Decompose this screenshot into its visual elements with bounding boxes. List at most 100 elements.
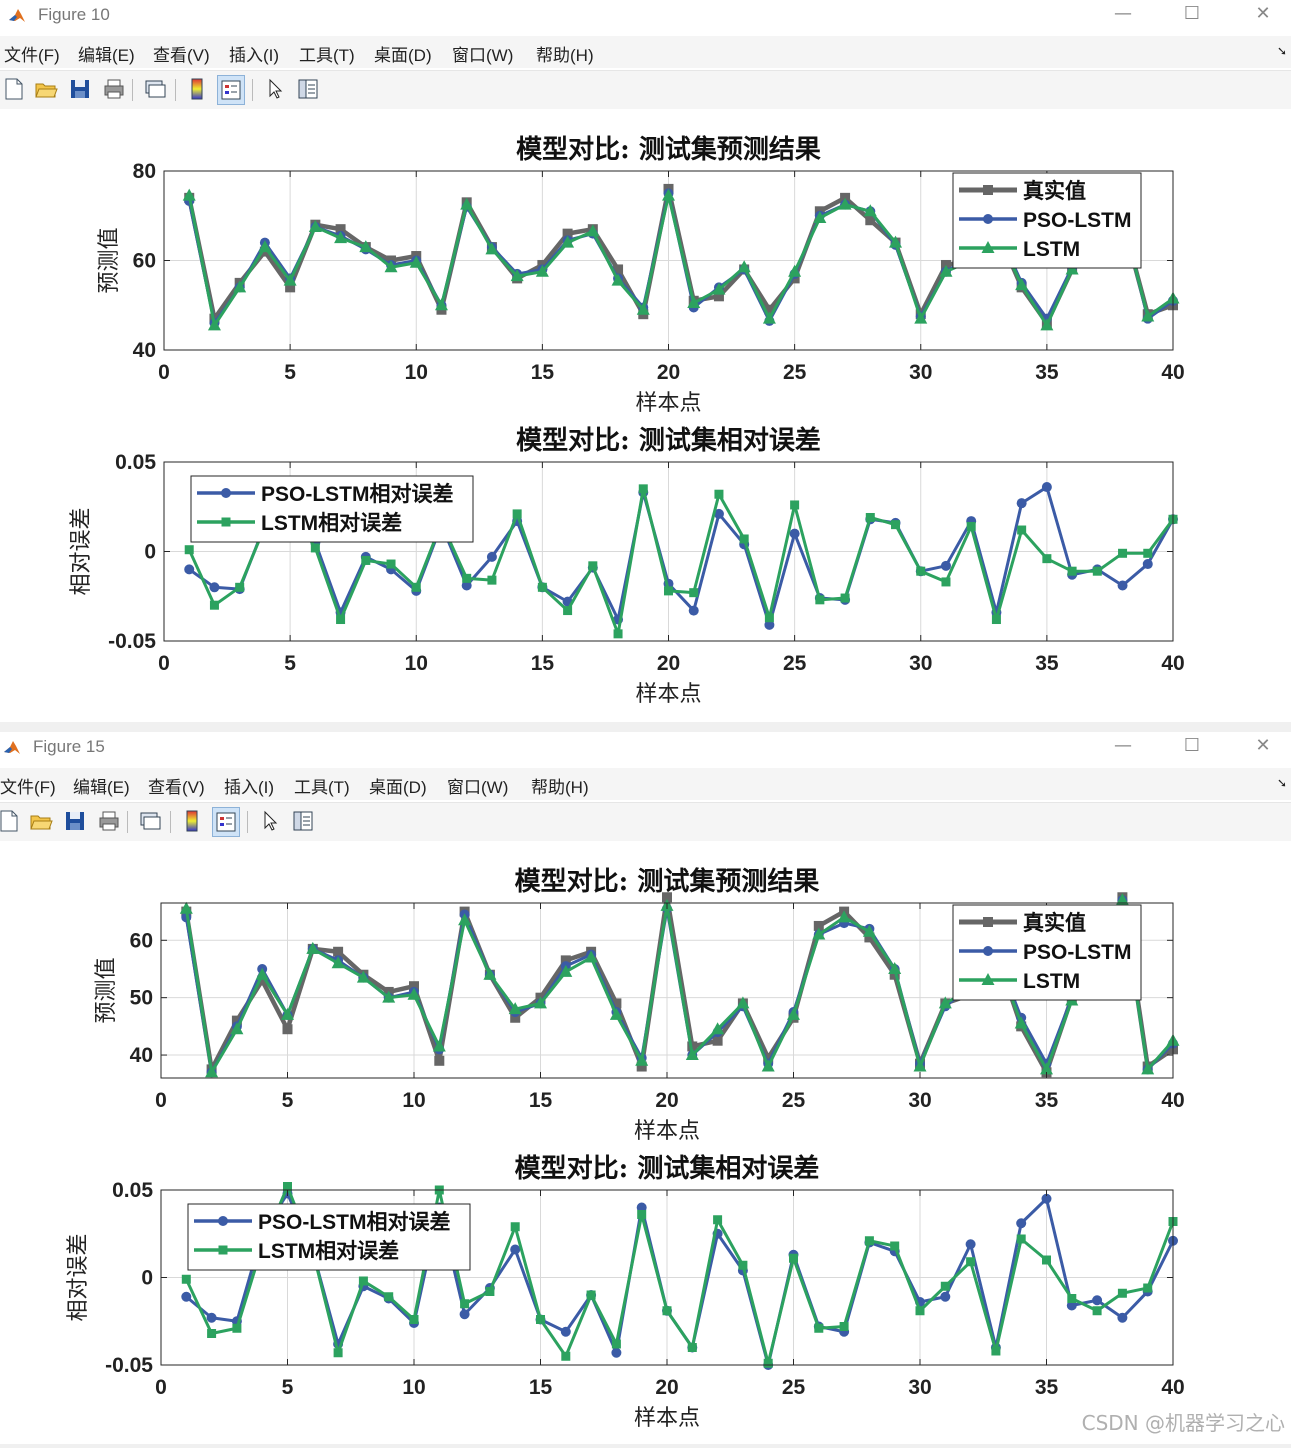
- data-point: [789, 1253, 798, 1263]
- save-icon[interactable]: [68, 77, 92, 101]
- legend-marker: [983, 917, 993, 927]
- menu-view[interactable]: 查看(V): [148, 778, 205, 797]
- x-tick-label: 15: [529, 1376, 553, 1399]
- menu-insert[interactable]: 插入(I): [229, 46, 280, 65]
- data-point: [1117, 580, 1128, 591]
- legend-marker: [981, 241, 995, 253]
- legend-label: PSO-LSTM相对误差: [258, 1210, 451, 1234]
- legend-icon[interactable]: [217, 75, 245, 105]
- legend: 真实值 PSO-LSTM LSTM: [952, 904, 1142, 1001]
- pointer-icon[interactable]: [263, 77, 287, 101]
- data-point: [358, 1276, 368, 1286]
- data-point: [584, 950, 598, 963]
- data-point: [611, 273, 625, 286]
- x-tick-label: 30: [908, 1089, 931, 1112]
- print-icon[interactable]: [97, 809, 121, 833]
- maximize-button[interactable]: ☐: [1183, 735, 1201, 756]
- data-point: [636, 302, 650, 315]
- close-button[interactable]: ✕: [1255, 3, 1271, 24]
- data-point: [611, 1339, 621, 1349]
- data-point: [508, 1002, 522, 1015]
- figure-window-1: Figure 10 — ☐ ✕ 文件(F) 编辑(E) 查看(V) 插入(I) …: [0, 0, 1291, 722]
- data-point: [562, 228, 573, 239]
- minimize-button[interactable]: —: [1114, 3, 1132, 24]
- data-point: [609, 1007, 623, 1020]
- minimize-button[interactable]: —: [1114, 735, 1132, 756]
- data-point: [840, 593, 850, 603]
- colorbar-icon[interactable]: [181, 809, 205, 833]
- menu-tools[interactable]: 工具(T): [294, 778, 350, 797]
- data-point: [1041, 482, 1052, 493]
- data-point: [459, 1309, 470, 1320]
- series-lstm: [181, 1182, 1178, 1368]
- maximize-button[interactable]: ☐: [1183, 3, 1201, 24]
- x-tick-label: 30: [909, 361, 932, 384]
- data-point: [613, 264, 624, 275]
- data-point: [613, 629, 623, 639]
- link-plot-icon[interactable]: [138, 809, 162, 833]
- y-tick-label: 60: [133, 250, 156, 273]
- new-figure-icon[interactable]: [2, 77, 26, 101]
- menu-view[interactable]: 查看(V): [153, 46, 210, 65]
- property-inspector-icon[interactable]: [296, 77, 320, 101]
- data-point: [713, 1215, 723, 1225]
- data-point: [814, 1323, 824, 1333]
- legend-marker: [221, 517, 231, 527]
- data-point: [1141, 1062, 1155, 1075]
- data-point: [586, 1290, 596, 1300]
- menu-edit[interactable]: 编辑(E): [73, 778, 130, 797]
- menu-insert[interactable]: 插入(I): [224, 778, 275, 797]
- link-plot-icon[interactable]: [143, 77, 167, 101]
- menu-help[interactable]: 帮助(H): [536, 46, 594, 65]
- data-point: [688, 605, 699, 616]
- data-point: [1042, 1255, 1051, 1265]
- menu-file[interactable]: 文件(F): [4, 46, 60, 65]
- data-point: [714, 489, 724, 499]
- chart-title: 模型对比: 测试集预测结果: [516, 134, 821, 165]
- menu-tools[interactable]: 工具(T): [299, 46, 355, 65]
- data-point: [815, 595, 825, 605]
- open-file-icon[interactable]: [29, 809, 53, 833]
- window-title: Figure 10: [38, 5, 110, 24]
- data-point: [306, 941, 320, 954]
- legend-icon[interactable]: [212, 807, 240, 837]
- data-point: [941, 577, 951, 587]
- data-point: [889, 235, 903, 248]
- data-point: [863, 204, 877, 217]
- menu-edit[interactable]: 编辑(E): [78, 46, 135, 65]
- figure-canvas: 0 5 10 15 20 25 30 35 40 40 50 60 模型对比: 测试集预测结果 样本点 预测…: [0, 841, 1291, 1444]
- data-point: [966, 1257, 976, 1267]
- data-point: [1092, 1295, 1103, 1306]
- pointer-icon[interactable]: [258, 809, 282, 833]
- data-point: [282, 1024, 293, 1035]
- menu-file[interactable]: 文件(F): [0, 778, 56, 797]
- data-point: [940, 1291, 951, 1302]
- data-point: [1117, 1288, 1127, 1298]
- open-file-icon[interactable]: [34, 77, 58, 101]
- menu-help[interactable]: 帮助(H): [531, 778, 589, 797]
- data-point: [763, 1358, 773, 1368]
- x-tick-label: 15: [529, 1089, 553, 1112]
- x-tick-label: 25: [783, 652, 807, 675]
- print-icon[interactable]: [102, 77, 126, 101]
- menu-desktop[interactable]: 桌面(D): [374, 46, 432, 65]
- data-point: [460, 197, 474, 210]
- close-button[interactable]: ✕: [1255, 735, 1271, 756]
- save-icon[interactable]: [63, 809, 87, 833]
- menu-overflow-icon[interactable]: ➘: [1276, 44, 1287, 58]
- menu-overflow-icon[interactable]: ➘: [1276, 776, 1287, 790]
- colorbar-icon[interactable]: [186, 77, 210, 101]
- menu-window[interactable]: 窗口(W): [447, 778, 509, 797]
- new-figure-icon[interactable]: [0, 809, 21, 833]
- data-point: [687, 1343, 697, 1352]
- data-point: [687, 296, 701, 309]
- menu-desktop[interactable]: 桌面(D): [369, 778, 427, 797]
- legend-label: 真实值: [1023, 179, 1086, 203]
- menu-window[interactable]: 窗口(W): [452, 46, 514, 65]
- x-tick-label: 0: [158, 361, 170, 384]
- property-inspector-icon[interactable]: [291, 809, 315, 833]
